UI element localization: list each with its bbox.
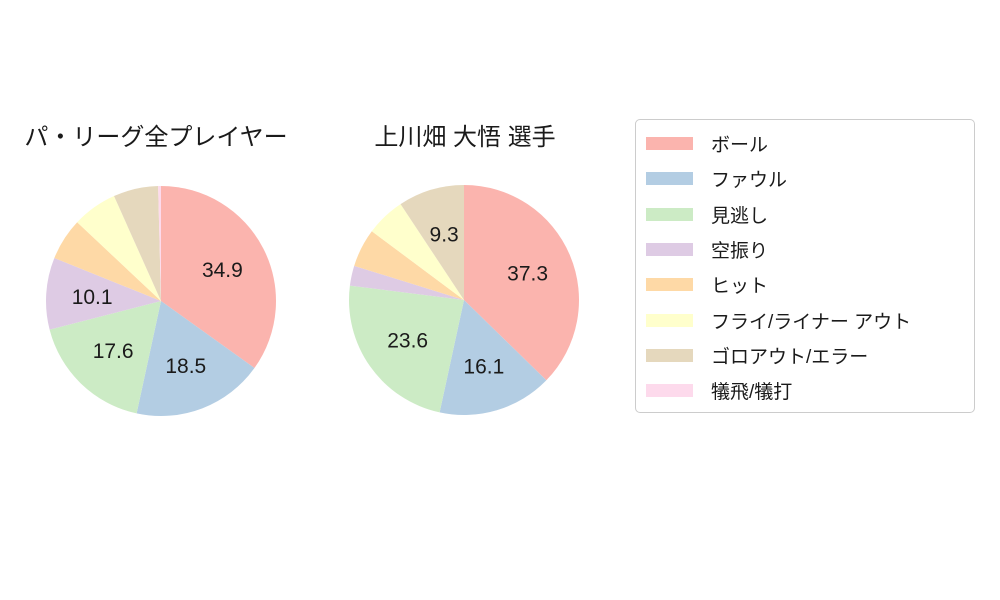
slice-value-label: 34.9 bbox=[202, 259, 243, 282]
slice-value-label: 17.6 bbox=[93, 340, 134, 363]
legend-swatch-ball bbox=[646, 137, 693, 151]
pie-slice-7 bbox=[158, 186, 161, 301]
chart-title-league: パ・リーグ全プレイヤー bbox=[24, 124, 288, 151]
pie-slice-3 bbox=[349, 265, 464, 300]
slice-value-label: 37.3 bbox=[507, 263, 548, 286]
pie-slice-4 bbox=[54, 222, 161, 301]
legend-item-called-strike: 見逃し bbox=[636, 197, 974, 232]
legend-swatch-groundout-error bbox=[646, 348, 693, 362]
legend-item-sacrifice: 犠飛/犠打 bbox=[636, 373, 974, 408]
chart-title-player: 上川畑 大悟 選手 bbox=[374, 124, 556, 151]
legend-label-called-strike: 見逃し bbox=[711, 205, 769, 227]
legend-label-swinging-strike: 空振り bbox=[711, 241, 769, 263]
legend-swatch-foul bbox=[646, 172, 693, 186]
pie-slice-1 bbox=[439, 300, 547, 415]
legend: ボール ファウル 見逃し 空振り ヒット フライ/ライナー アウト ゴロアウト/… bbox=[635, 119, 975, 413]
legend-label-fly-liner-out: フライ/ライナー アウト bbox=[711, 311, 912, 333]
legend-item-foul: ファウル bbox=[636, 161, 974, 196]
pie-chart-league: 34.9 18.5 17.6 10.1 bbox=[46, 186, 276, 416]
legend-swatch-fly-liner-out bbox=[646, 313, 693, 327]
legend-label-foul: ファウル bbox=[711, 170, 788, 192]
pie-slice-2 bbox=[49, 301, 161, 414]
legend-swatch-swinging-strike bbox=[646, 243, 693, 257]
legend-label-hit: ヒット bbox=[711, 276, 769, 298]
slice-value-label: 10.1 bbox=[72, 286, 113, 309]
slice-value-label: 23.6 bbox=[387, 329, 428, 352]
pie-slice-4 bbox=[354, 231, 464, 300]
legend-swatch-hit bbox=[646, 278, 693, 292]
pie-slice-0 bbox=[464, 185, 579, 381]
pie-slice-5 bbox=[371, 204, 464, 300]
legend-label-groundout-error: ゴロアウト/エラー bbox=[711, 346, 869, 368]
slice-value-label: 9.3 bbox=[430, 223, 459, 246]
legend-item-ball: ボール bbox=[636, 126, 974, 161]
pie-slice-1 bbox=[136, 301, 255, 416]
pie-slice-6 bbox=[114, 186, 161, 301]
pie-slice-5 bbox=[77, 196, 161, 301]
legend-item-fly-liner-out: フライ/ライナー アウト bbox=[636, 302, 974, 337]
legend-swatch-called-strike bbox=[646, 207, 693, 221]
legend-item-hit: ヒット bbox=[636, 267, 974, 302]
legend-label-ball: ボール bbox=[711, 135, 769, 157]
legend-swatch-sacrifice bbox=[646, 384, 693, 398]
pie-slice-2 bbox=[349, 285, 464, 413]
legend-item-groundout-error: ゴロアウト/エラー bbox=[636, 338, 974, 373]
pie-slice-6 bbox=[400, 185, 464, 300]
legend-item-swinging-strike: 空振り bbox=[636, 232, 974, 267]
slice-value-label: 18.5 bbox=[165, 355, 206, 378]
legend-label-sacrifice: 犠飛/犠打 bbox=[711, 382, 793, 404]
pie-slice-3 bbox=[46, 257, 161, 330]
pie-slice-0 bbox=[161, 186, 276, 369]
slice-value-label: 16.1 bbox=[463, 356, 504, 379]
pie-chart-player: 37.3 16.1 23.6 9.3 bbox=[349, 185, 579, 415]
